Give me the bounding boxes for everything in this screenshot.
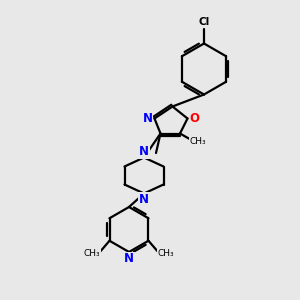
Text: N: N [124, 252, 134, 265]
Text: CH₃: CH₃ [190, 136, 206, 146]
Text: N: N [143, 112, 153, 125]
Text: O: O [189, 112, 199, 125]
Text: CH₃: CH₃ [158, 249, 174, 258]
Text: N: N [139, 145, 149, 158]
Text: N: N [139, 193, 149, 206]
Text: CH₃: CH₃ [84, 249, 100, 258]
Text: Cl: Cl [198, 17, 210, 27]
